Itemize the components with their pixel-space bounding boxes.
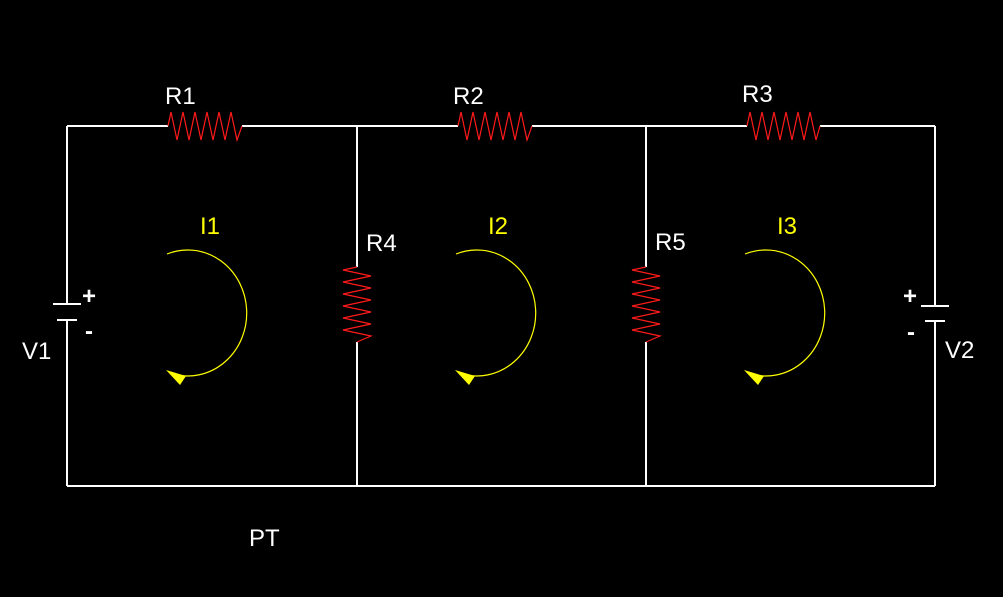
label-v2: V2 bbox=[945, 337, 974, 364]
battery-v1 bbox=[53, 303, 81, 321]
loop-i3 bbox=[744, 249, 826, 385]
battery-v2 bbox=[921, 305, 949, 322]
loop-i1 bbox=[166, 249, 248, 385]
v2-minus-sign: - bbox=[907, 319, 915, 346]
footer-label: PT bbox=[249, 525, 280, 552]
resistor-r4 bbox=[342, 266, 373, 343]
v2-plus-sign: + bbox=[903, 283, 917, 310]
label-r1: R1 bbox=[165, 83, 196, 110]
resistor-r2 bbox=[457, 111, 533, 143]
label-r2: R2 bbox=[453, 83, 484, 110]
label-r5: R5 bbox=[655, 229, 686, 256]
label-r4: R4 bbox=[366, 230, 397, 257]
resistor-r1 bbox=[167, 111, 243, 143]
resistor-r5 bbox=[631, 266, 662, 343]
label-i3: I3 bbox=[777, 213, 797, 240]
label-r3: R3 bbox=[742, 81, 773, 108]
label-i2: I2 bbox=[488, 213, 508, 240]
v1-plus-sign: + bbox=[82, 283, 96, 310]
loop-i2 bbox=[455, 249, 537, 385]
resistor-r3 bbox=[746, 111, 821, 141]
label-i1: I1 bbox=[200, 213, 220, 240]
v1-minus-sign: - bbox=[85, 318, 93, 345]
wires bbox=[66, 125, 936, 487]
label-v1: V1 bbox=[22, 338, 51, 365]
